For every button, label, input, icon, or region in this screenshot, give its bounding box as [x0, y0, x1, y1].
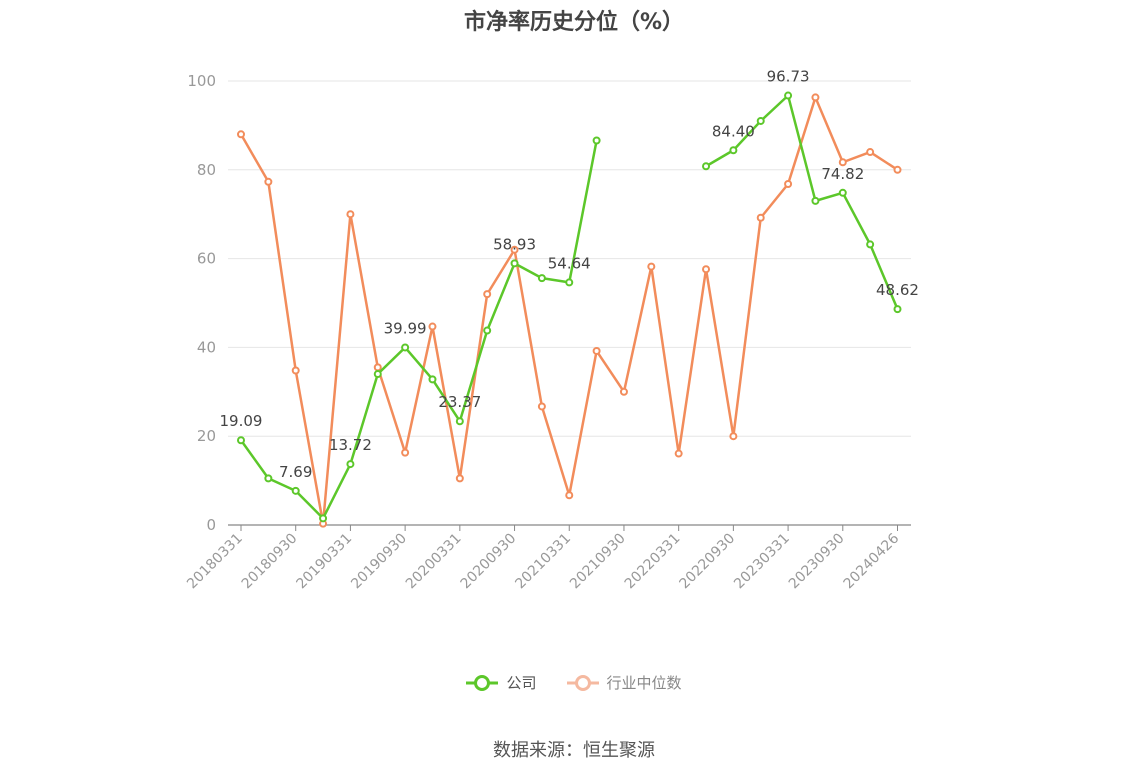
legend-item-industry-median[interactable]: 行业中位数	[566, 672, 682, 693]
y-tick-label: 40	[197, 338, 216, 356]
data-point-company	[510, 259, 519, 268]
series-line-industry-median	[239, 96, 899, 525]
x-tick-label: 20240426	[841, 530, 903, 592]
data-point-industry-median	[346, 210, 355, 219]
data-point-company	[428, 375, 437, 384]
x-tick-label: 20200930	[458, 531, 520, 593]
series-layer	[237, 91, 902, 528]
y-tick-label: 60	[197, 250, 216, 268]
x-tick-label: 20180331	[184, 531, 246, 593]
data-point-industry-median	[565, 491, 574, 500]
source-note: 数据来源：恒生聚源	[493, 740, 655, 761]
data-point-company	[838, 188, 847, 197]
data-point-company	[455, 417, 464, 426]
data-point-company	[373, 370, 382, 379]
data-point-industry-median	[455, 474, 464, 483]
data-label: 74.82	[821, 165, 864, 183]
data-point-industry-median	[237, 130, 245, 139]
data-point-company	[702, 162, 711, 171]
data-label: 48.62	[876, 281, 919, 299]
data-point-company	[592, 136, 601, 145]
data-point-industry-median	[702, 265, 711, 274]
data-point-company	[866, 240, 875, 249]
x-tick-label: 20210331	[512, 531, 574, 593]
data-point-company	[537, 274, 546, 283]
legend-label-industry-median: 行业中位数	[606, 674, 682, 692]
series-line-company	[239, 94, 899, 520]
data-point-company	[264, 474, 273, 483]
data-point-industry-median	[647, 262, 656, 271]
x-tick-label: 20210930	[567, 531, 629, 593]
data-point-company	[729, 146, 738, 155]
data-label: 58.93	[493, 235, 536, 253]
data-point-industry-median	[674, 449, 683, 458]
data-point-industry-median	[483, 290, 492, 299]
y-tick-label: 100	[187, 72, 216, 90]
data-point-company	[483, 326, 492, 335]
x-tick-label: 20200331	[403, 531, 465, 593]
data-point-industry-median	[592, 346, 601, 355]
data-point-company	[565, 278, 574, 287]
data-label: 23.37	[438, 393, 481, 411]
x-tick-label: 20230331	[731, 531, 793, 593]
data-point-company	[784, 91, 793, 100]
chart-title: 市净率历史分位（%）	[463, 10, 685, 35]
x-tick-label: 20230930	[786, 531, 848, 593]
x-tick-label: 20220930	[676, 531, 738, 593]
data-point-industry-median	[756, 213, 765, 222]
line-chart: 0 20 40 60 80 100 2018033120180930201903312019…	[184, 68, 919, 593]
data-label: 84.40	[712, 122, 755, 140]
data-point-industry-median	[428, 322, 437, 331]
data-point-industry-median	[373, 363, 382, 372]
data-point-company	[319, 514, 328, 523]
data-point-company	[811, 196, 820, 205]
data-point-industry-median	[811, 93, 820, 102]
grid-lines	[228, 80, 911, 437]
data-point-industry-median	[838, 158, 847, 167]
data-point-company	[237, 436, 245, 445]
data-point-company	[346, 460, 355, 469]
data-point-company	[893, 305, 902, 314]
data-label: 39.99	[384, 319, 427, 337]
y-tick-label: 0	[206, 516, 216, 534]
legend-industry-marker	[566, 674, 599, 691]
data-point-industry-median	[401, 448, 410, 457]
x-tick-label: 20190930	[348, 531, 410, 593]
data-point-industry-median	[866, 148, 875, 157]
data-point-industry-median	[729, 432, 738, 441]
legend-label-company: 公司	[506, 674, 537, 692]
data-label: 96.73	[767, 68, 810, 86]
data-point-industry-median	[893, 165, 902, 174]
data-point-industry-median	[291, 366, 300, 375]
data-point-company	[756, 116, 765, 125]
data-label: 19.09	[220, 412, 263, 430]
x-tick-label: 20180930	[239, 531, 301, 593]
x-tick-label: 20220331	[622, 531, 684, 593]
legend-item-company[interactable]: 公司	[466, 672, 537, 693]
data-label: 7.69	[279, 463, 312, 481]
y-tick-label: 20	[197, 427, 216, 445]
data-label: 13.72	[329, 436, 372, 454]
data-point-industry-median	[264, 177, 273, 186]
data-point-industry-median	[537, 402, 546, 411]
data-label: 54.64	[548, 254, 591, 272]
data-labels: 19.09 7.69 13.72 39.99 23.37 58.93 54.64 84.40 9…	[220, 68, 919, 481]
x-tick-label: 20190331	[294, 531, 356, 593]
data-point-industry-median	[784, 180, 793, 189]
data-point-industry-median	[619, 387, 628, 396]
data-point-industry-median	[510, 245, 519, 254]
data-point-company	[291, 486, 300, 495]
data-point-company	[401, 343, 410, 352]
y-tick-label: 80	[197, 161, 216, 179]
legend: 公司 行业中位数	[0, 672, 1148, 693]
legend-company-marker	[466, 674, 499, 691]
